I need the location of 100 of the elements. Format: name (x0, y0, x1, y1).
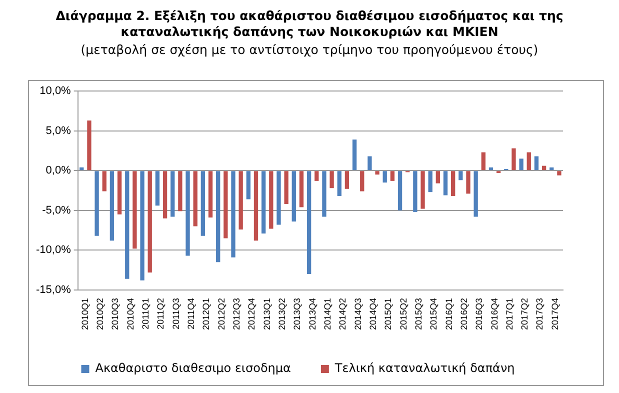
x-tick-label: 2010Q1 (80, 298, 90, 330)
x-tick-label: 2012Q2 (216, 298, 226, 330)
bar (451, 171, 456, 196)
bar (292, 171, 296, 222)
bar (443, 171, 448, 196)
x-tick-label: 2016Q2 (458, 298, 469, 330)
bar (140, 171, 144, 280)
x-tick-label: 2016Q1 (444, 298, 454, 330)
bar (375, 171, 380, 175)
bar (155, 171, 160, 206)
y-tick-label: 10,0% (40, 85, 72, 98)
bar (390, 171, 395, 181)
bar (94, 171, 99, 236)
bar (474, 171, 478, 217)
x-tick-label: 2017Q2 (520, 298, 530, 330)
bar (284, 171, 288, 204)
x-tick-label: 2011Q2 (156, 298, 166, 330)
bar (382, 171, 387, 183)
y-tick-label: -10,0% (36, 244, 72, 256)
bar (200, 171, 206, 236)
legend-label: Ακαθαριστο διαθεσιμο εισοδημα (95, 361, 292, 376)
y-tick-label: -5,0% (42, 204, 72, 216)
x-tick-label: 2015Q4 (428, 298, 439, 330)
bar (110, 171, 114, 241)
x-tick-label: 2012Q1 (201, 298, 212, 330)
bar (117, 171, 122, 214)
bar (208, 171, 213, 218)
bar (458, 171, 463, 180)
x-tick-label: 2014Q3 (352, 298, 363, 330)
bar (299, 171, 304, 208)
x-tick-label: 2011Q4 (186, 298, 196, 330)
bar (269, 171, 274, 229)
chart-title: Διάγραμμα 2. Εξέλιξη του ακαθάριστου διαθέσιμου εισοδήματος και της καταναλωτικής δαπάνης των Νοικοκυριών και ΜΚΙΕΝ (54, 8, 564, 40)
bar (246, 171, 250, 200)
bar (466, 171, 470, 194)
bar (557, 171, 562, 176)
bar (519, 158, 524, 170)
bar (254, 171, 258, 241)
x-tick-label: 2016Q4 (489, 298, 500, 330)
x-tick-label: 2015Q1 (383, 298, 394, 330)
x-tick-label: 2013Q4 (307, 298, 318, 330)
bar (186, 171, 190, 256)
bar (276, 171, 281, 225)
x-tick-label: 2010Q4 (125, 298, 136, 330)
bar (322, 171, 326, 217)
bar (436, 171, 440, 184)
bar (337, 171, 342, 196)
bar (87, 120, 92, 170)
bar (102, 171, 106, 192)
x-tick-label: 2014Q1 (322, 298, 332, 330)
x-tick-label: 2010Q2 (95, 298, 106, 330)
bar (170, 171, 175, 217)
legend-label: Τελική καταναλωτική δαπάνη (334, 361, 515, 376)
bar (162, 171, 168, 218)
bar (360, 171, 364, 192)
bar (330, 171, 334, 188)
x-tick-label: 2013Q1 (262, 298, 272, 330)
x-tick-label: 2014Q2 (338, 298, 348, 330)
chart-subtitle: (μεταβολή σε σχέση με το αντίστοιχο τρίμηνο του προηγούμενου έτους) (80, 42, 540, 57)
bar (125, 171, 130, 279)
x-tick-label: 2017Q4 (550, 298, 560, 330)
y-tick-label: 5,0% (46, 124, 72, 137)
x-tick-label: 2010Q3 (110, 298, 120, 330)
bar (526, 152, 531, 170)
x-tick-label: 2012Q3 (232, 298, 242, 330)
bar (132, 171, 137, 249)
bar (193, 171, 198, 226)
x-tick-label: 2013Q3 (292, 298, 302, 330)
bar (420, 171, 425, 209)
x-tick-label: 2016Q3 (474, 298, 484, 330)
bar (344, 171, 350, 189)
y-tick-label: 0,0% (46, 164, 72, 177)
bar (148, 171, 152, 272)
bar (398, 171, 402, 210)
x-tick-label: 2013Q2 (277, 298, 288, 330)
x-tick-label: 2017Q3 (534, 298, 545, 330)
bar (368, 156, 372, 170)
bar (481, 152, 486, 170)
x-tick-label: 2015Q3 (413, 298, 424, 330)
bar (178, 171, 182, 212)
x-tick-label: 2011Q3 (170, 298, 181, 330)
bar (352, 140, 357, 170)
y-tick-label: -15,0% (36, 284, 72, 296)
x-tick-label: 2012Q4 (246, 298, 257, 330)
bar (314, 171, 319, 181)
bar (512, 148, 516, 170)
bar (534, 156, 539, 170)
x-tick-label: 2014Q4 (368, 298, 378, 330)
bar (224, 171, 228, 238)
bar (261, 171, 266, 234)
bar (231, 171, 236, 258)
bar (428, 171, 432, 192)
x-tick-label: 2015Q2 (398, 298, 408, 330)
x-tick-label: 2017Q1 (504, 298, 514, 330)
bar (413, 171, 418, 212)
x-tick-label: 2011Q1 (140, 298, 151, 330)
bar (542, 166, 546, 170)
bar (216, 171, 220, 262)
bar (306, 171, 312, 274)
bar (238, 171, 243, 230)
